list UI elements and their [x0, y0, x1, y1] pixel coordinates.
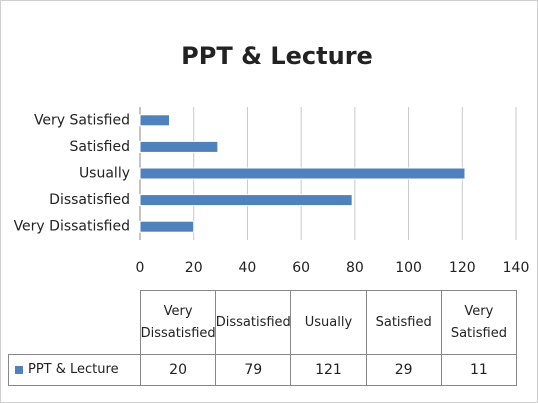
y-tick-label: Usually — [79, 166, 130, 182]
bar — [139, 167, 466, 180]
table-header: Very Satisfied — [440, 290, 517, 355]
x-tick-label: 120 — [449, 260, 476, 276]
y-tick-label: Dissatisfied — [49, 192, 130, 208]
table-value: 79 — [215, 354, 292, 386]
table-value: 11 — [440, 354, 517, 386]
table-header: Very Dissatisfied — [140, 290, 217, 355]
bar — [139, 140, 219, 153]
x-tick-label: 0 — [136, 260, 145, 276]
legend-swatch — [15, 366, 23, 374]
x-tick-label: 140 — [503, 260, 530, 276]
legend-label: PPT & Lecture — [28, 362, 119, 377]
table-header: Satisfied — [365, 290, 442, 355]
x-tick-label: 60 — [292, 260, 310, 276]
bar — [139, 194, 353, 207]
bar — [139, 220, 195, 233]
y-tick-label: Very Satisfied — [34, 112, 130, 128]
x-tick-label: 80 — [346, 260, 364, 276]
x-tick-label: 100 — [395, 260, 422, 276]
table-value: 121 — [290, 354, 367, 386]
x-tick-label: 20 — [185, 260, 203, 276]
table-value: 20 — [140, 354, 217, 386]
table-header: Dissatisfied — [215, 290, 292, 355]
chart-title: PPT & Lecture — [181, 42, 373, 70]
table-value: 29 — [365, 354, 442, 386]
y-tick-label: Very Dissatisfied — [14, 219, 130, 235]
table-header: Usually — [290, 290, 367, 355]
table-legend: PPT & Lecture — [8, 354, 141, 386]
y-tick-label: Satisfied — [70, 139, 130, 155]
bar — [139, 114, 171, 127]
x-tick-label: 40 — [239, 260, 257, 276]
